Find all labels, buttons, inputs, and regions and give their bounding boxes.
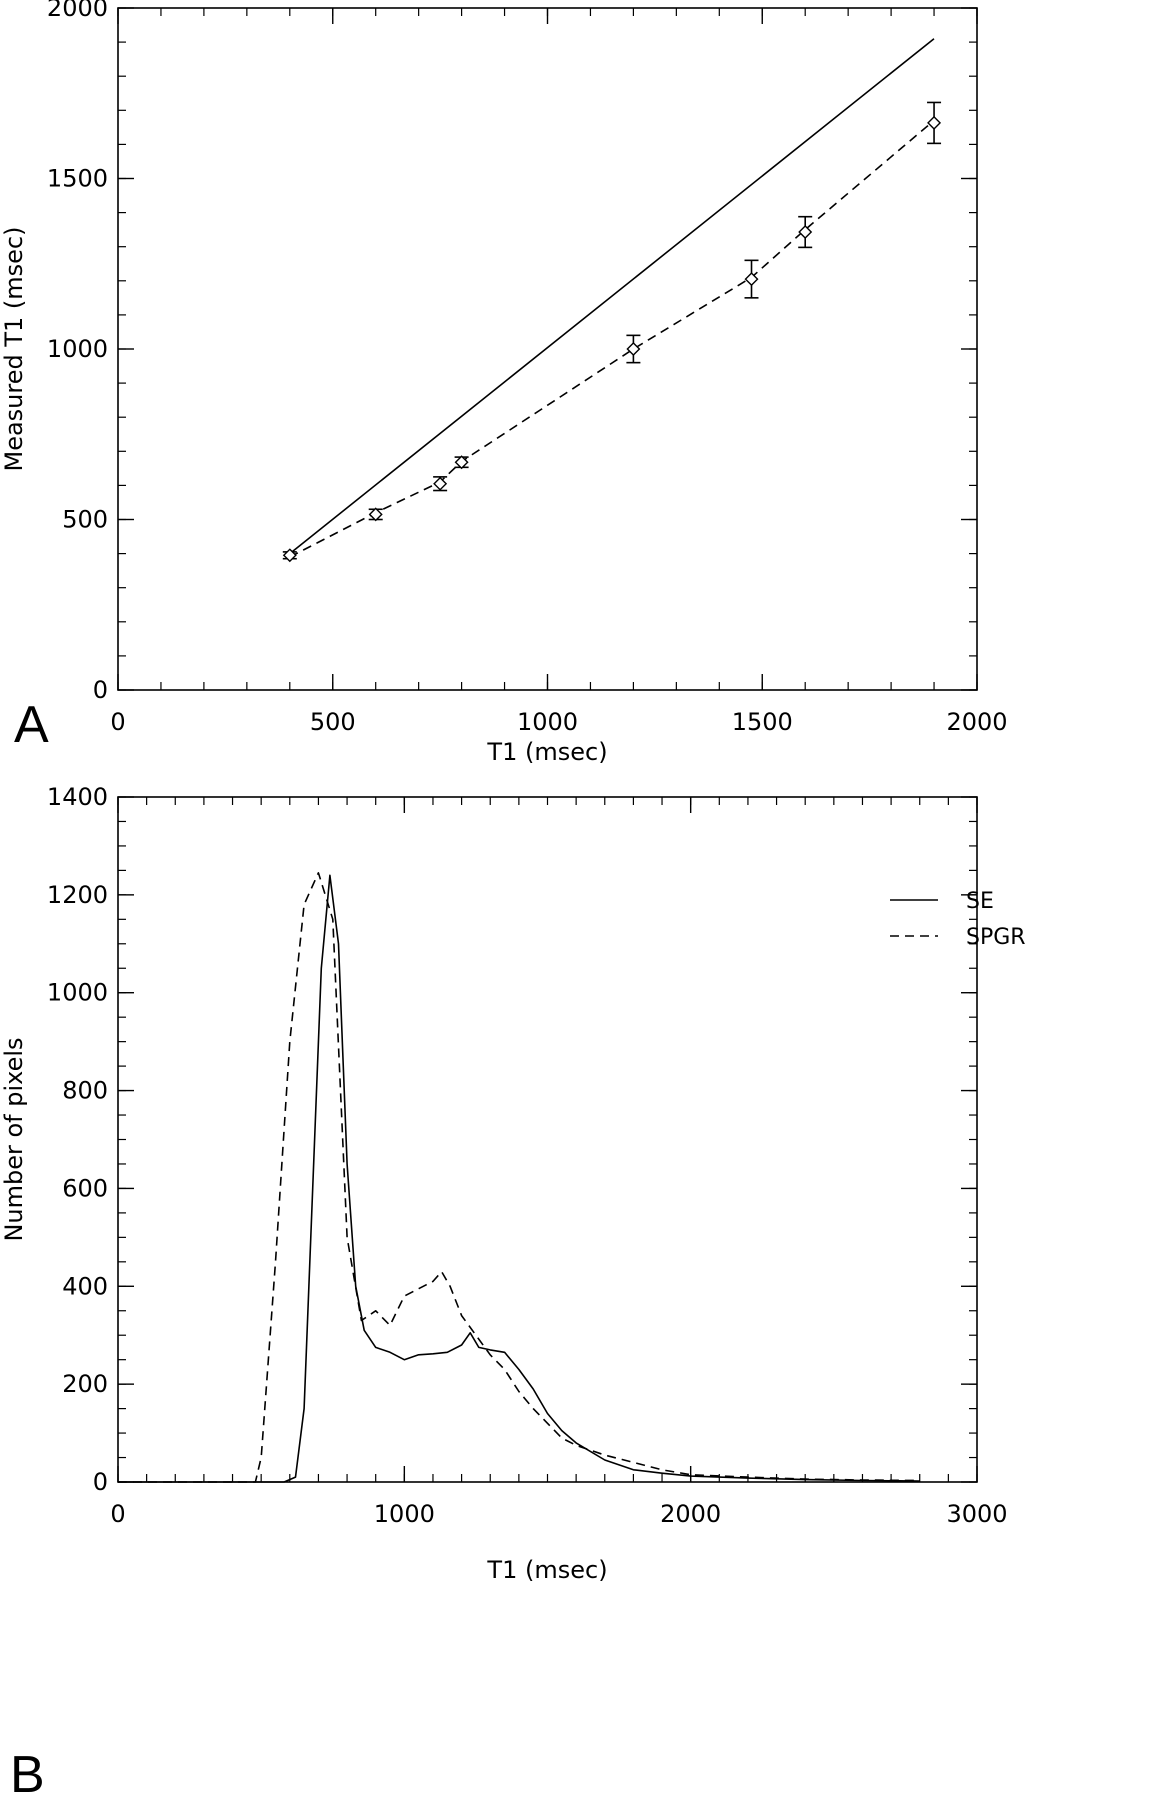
data-point-diamond [626, 342, 641, 356]
y-tick-label: 0 [93, 676, 108, 704]
y-tick-label: 1200 [47, 881, 108, 909]
data-point-diamond [368, 507, 383, 522]
x-axis-label: T1 (msec) [486, 1556, 607, 1584]
panel-label: A [14, 696, 49, 754]
x-tick-label: 3000 [946, 1500, 1007, 1528]
plot-frame [117, 796, 978, 1483]
y-tick-label: 400 [62, 1272, 108, 1300]
data-point-diamond [454, 455, 469, 470]
x-tick-label: 2000 [660, 1500, 721, 1528]
se-line [118, 874, 920, 1483]
y-tick-label: 800 [62, 1077, 108, 1105]
legend-label-spgr: SPGR [966, 925, 1026, 950]
y-tick-label: 1000 [47, 979, 108, 1007]
x-tick-label: 1000 [517, 708, 578, 736]
data-point-diamond [744, 272, 759, 287]
data-point-diamond [282, 548, 297, 563]
y-tick-label: 200 [62, 1370, 108, 1398]
y-tick-label: 1400 [47, 783, 108, 811]
y-tick-label: 2000 [47, 0, 108, 22]
series-0-line [289, 38, 935, 555]
panel-a-chart: 0 500 1000 1500 2000 0 500 1000 1500 2000 T1 (msec… [0, 0, 1008, 766]
y-tick-label: 600 [62, 1174, 108, 1202]
spgr-line [118, 872, 920, 1483]
legend-label-se: SE [966, 889, 994, 914]
y-tick-label: 0 [93, 1468, 108, 1496]
x-tick-label: 500 [310, 708, 356, 736]
series-1-line [289, 119, 935, 558]
x-axis-label: T1 (msec) [486, 738, 607, 766]
x-tick-label: 1500 [732, 708, 793, 736]
x-tick-label: 0 [110, 708, 125, 736]
panel-label: B [10, 1746, 45, 1800]
x-tick-label: 0 [110, 1500, 125, 1528]
y-axis-label: Number of pixels [0, 1037, 28, 1241]
y-tick-label: 1500 [47, 165, 108, 193]
y-tick-label: 500 [62, 506, 108, 534]
y-axis-label: Measured T1 (msec) [0, 227, 28, 472]
panel-b-chart: 0 1000 2000 3000 0 200 400 600 800 1000 1200 1400 T1… [0, 783, 1026, 1800]
x-tick-label: 1000 [374, 1500, 435, 1528]
x-tick-label: 2000 [946, 708, 1007, 736]
y-tick-label: 1000 [47, 335, 108, 363]
data-point-diamond [927, 115, 942, 130]
data-point-diamond [433, 476, 448, 491]
plot-frame [117, 7, 978, 691]
data-point-diamond [798, 225, 813, 240]
